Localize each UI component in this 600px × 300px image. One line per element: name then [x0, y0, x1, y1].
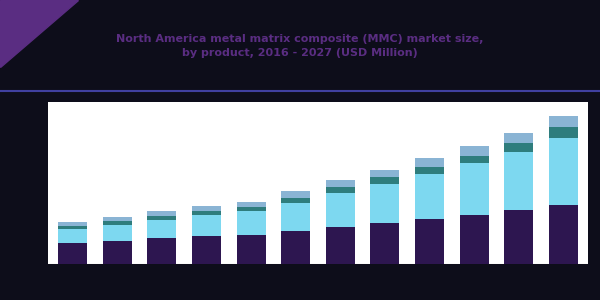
Bar — [415, 167, 444, 174]
Polygon shape — [0, 0, 78, 67]
Bar — [460, 155, 489, 163]
Bar — [192, 211, 221, 215]
Bar — [147, 220, 176, 238]
Bar — [326, 227, 355, 264]
Bar — [192, 236, 221, 264]
Bar — [147, 216, 176, 220]
Bar — [326, 187, 355, 193]
Bar — [370, 184, 400, 223]
Bar — [370, 169, 400, 177]
Bar — [281, 191, 310, 198]
Bar — [370, 223, 400, 264]
Bar — [58, 222, 87, 226]
Bar — [505, 133, 533, 143]
Bar — [236, 202, 266, 207]
Bar — [549, 128, 578, 138]
Bar — [415, 158, 444, 167]
Bar — [281, 231, 310, 264]
Bar — [103, 225, 131, 241]
Bar — [460, 163, 489, 215]
Bar — [192, 215, 221, 236]
Bar — [103, 221, 131, 225]
Bar — [505, 211, 533, 264]
Bar — [460, 215, 489, 264]
Bar — [549, 138, 578, 205]
Bar — [58, 243, 87, 264]
Bar — [326, 180, 355, 187]
Bar — [281, 203, 310, 231]
Bar — [505, 143, 533, 152]
Bar — [505, 152, 533, 211]
Bar — [326, 193, 355, 227]
Bar — [192, 206, 221, 211]
Bar — [236, 207, 266, 211]
Text: North America metal matrix composite (MMC) market size,
by product, 2016 - 2027 : North America metal matrix composite (MM… — [116, 34, 484, 58]
Bar — [236, 211, 266, 235]
Bar — [281, 198, 310, 203]
Bar — [103, 217, 131, 221]
Bar — [549, 116, 578, 128]
Bar — [147, 211, 176, 216]
Bar — [103, 241, 131, 264]
Bar — [147, 238, 176, 264]
Bar — [58, 229, 87, 243]
Bar — [58, 226, 87, 229]
Bar — [415, 219, 444, 264]
Bar — [236, 235, 266, 264]
Bar — [415, 174, 444, 219]
Bar — [370, 177, 400, 184]
Bar — [460, 146, 489, 155]
Bar — [549, 205, 578, 264]
